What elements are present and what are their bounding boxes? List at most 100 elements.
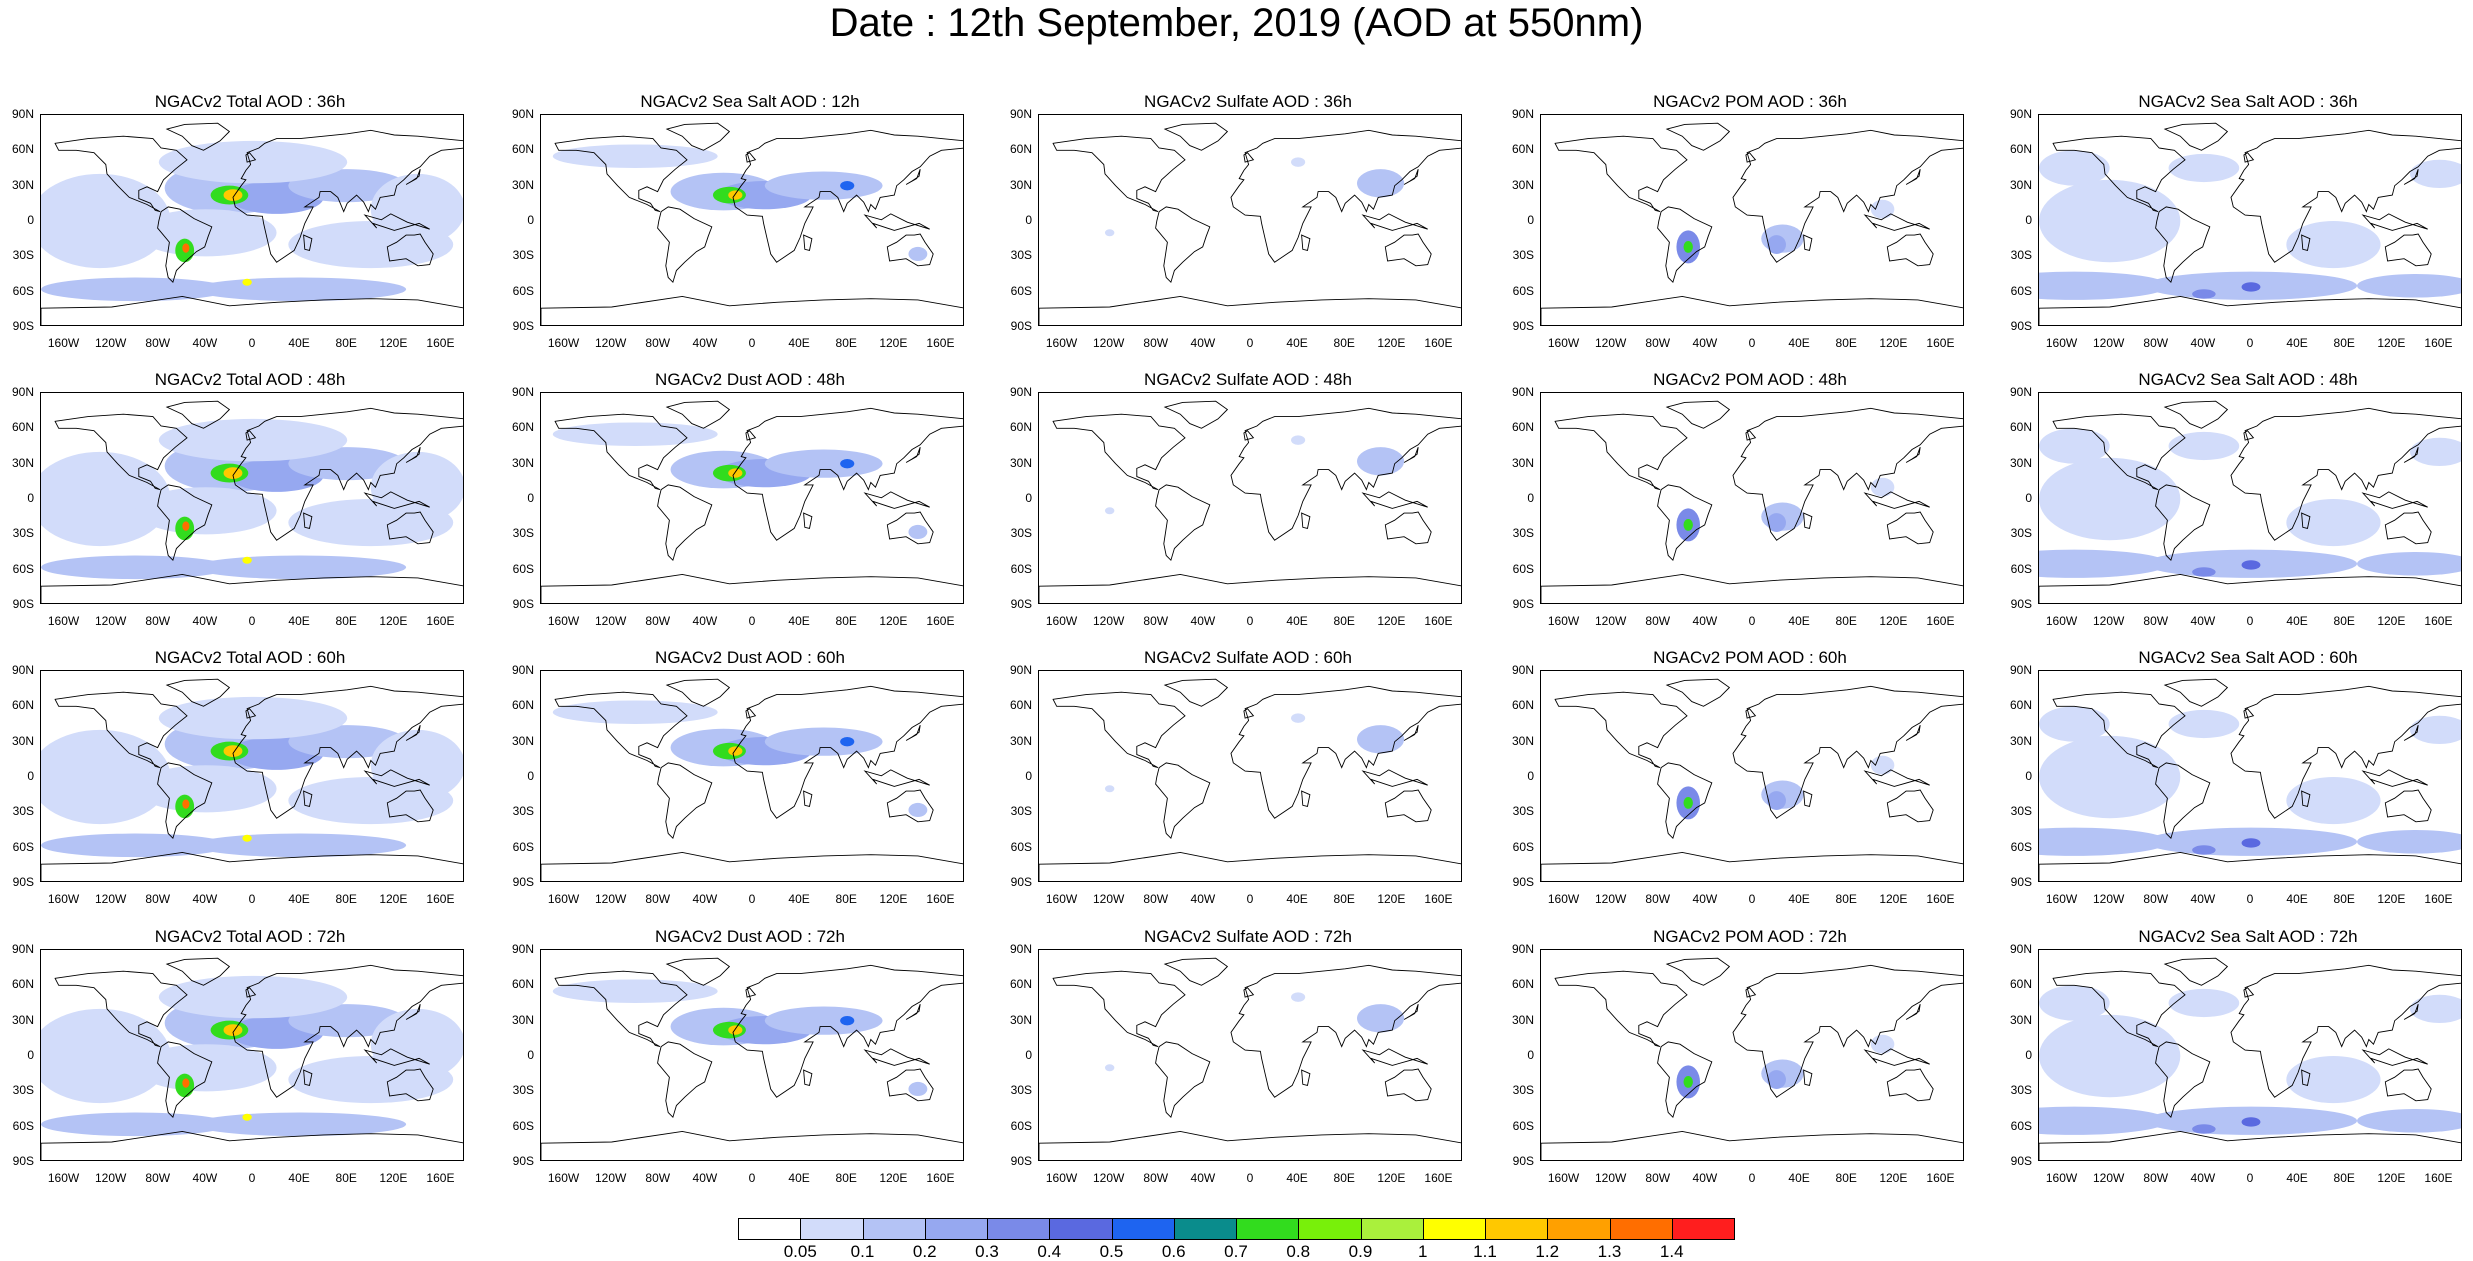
lon-tick-label: 40E [1286, 892, 1308, 906]
lat-tick-label: 90S [1010, 875, 1032, 889]
aod-plume [552, 700, 718, 724]
coastline [1541, 851, 1963, 881]
colorbar-swatch [1111, 1218, 1175, 1240]
lat-tick-label: 90S [12, 319, 34, 333]
lon-tick-label: 0 [2246, 336, 2254, 350]
lon-tick-label: 120E [1377, 336, 1406, 350]
lon-tick-label: 120W [594, 892, 627, 906]
lat-tick-label: 30N [11, 455, 34, 470]
coastline [2301, 790, 2311, 807]
map-panel: NGACv2 Dust AOD : 48h 90N 60N 30N 0 30S 60S 90S… [500, 370, 1000, 640]
lon-tick-label: 40E [788, 892, 810, 906]
coastline [745, 708, 757, 719]
lon-tick-label: 80W [645, 614, 671, 628]
colorbar-label: 1.4 [1659, 1242, 1684, 1261]
coastline [1155, 1041, 1211, 1119]
lat-tick-label: 0 [527, 213, 534, 227]
lon-tick-label: 160W [47, 614, 80, 628]
lon-tick-label: 160E [926, 336, 955, 350]
coastline [863, 491, 930, 509]
colorbar-label: 1.1 [1473, 1242, 1497, 1261]
aod-plume [158, 140, 348, 184]
lon-tick-label: 0 [748, 336, 756, 350]
coastline [2230, 964, 2461, 1098]
lat-tick-label: 90S [512, 319, 534, 333]
lat-tick-label: 30N [1009, 733, 1032, 748]
coastline [2384, 789, 2432, 823]
lat-tick-label: 30S [12, 1083, 34, 1098]
lon-tick-label: 0 [1246, 614, 1254, 628]
coastline [2403, 1004, 2419, 1020]
coastline [303, 234, 313, 251]
aod-map [541, 957, 963, 1160]
coastline [1665, 957, 1731, 986]
lat-tick-label: 60S [1010, 283, 1032, 298]
lon-tick-label: 0 [1748, 614, 1756, 628]
panel-title: NGACv2 Sea Salt AOD : 36h [2138, 92, 2358, 111]
coastline [2039, 1130, 2461, 1160]
aod-plume [2039, 150, 2110, 186]
lat-tick-label: 30N [1009, 455, 1032, 470]
map-plot-area [1540, 670, 1964, 882]
aod-plume [2039, 706, 2110, 742]
lat-tick-label: 0 [1025, 213, 1032, 227]
lat-tick-label: 30N [2009, 1012, 2032, 1027]
lon-tick-label: 40W [692, 614, 718, 628]
coastline [1163, 122, 1229, 151]
aod-plume [158, 975, 348, 1019]
lon-tick-label: 80W [2143, 336, 2169, 350]
aod-plume [908, 802, 928, 818]
lon-tick-label: 120E [1377, 1171, 1406, 1185]
aod-plume [194, 277, 407, 302]
coastline [1745, 708, 1757, 719]
lon-tick-label: 0 [748, 892, 756, 906]
colorbar-label: 0.3 [975, 1242, 999, 1261]
coastline [1361, 1048, 1428, 1066]
map-panel: NGACv2 Sulfate AOD : 48h 90N 60N 30N 0 30S 60S… [998, 370, 1498, 640]
coastline [1886, 233, 1934, 267]
coastline [386, 1068, 434, 1102]
coastline [1657, 762, 1713, 840]
coastline [54, 413, 188, 491]
aod-plume [1870, 755, 1895, 775]
map-panel: NGACv2 Sea Salt AOD : 72h 90N 60N 30N 0 30S 60… [1998, 927, 2473, 1197]
lon-tick-label: 40E [2286, 1171, 2308, 1185]
lon-tick-label: 160E [426, 1171, 455, 1185]
lon-tick-label: 40W [192, 892, 218, 906]
aod-map [1039, 678, 1461, 881]
lon-tick-label: 160W [2045, 614, 2078, 628]
aod-plume [728, 468, 743, 478]
lon-tick-label: 120W [594, 336, 627, 350]
coastline [1863, 1048, 1930, 1066]
coastline [2403, 725, 2419, 741]
coastline [1403, 447, 1419, 463]
lon-tick-label: 80E [1835, 336, 1857, 350]
lon-tick-label: 40E [1788, 336, 1810, 350]
coastline [1905, 725, 1921, 741]
lon-tick-label: 0 [2246, 614, 2254, 628]
aod-plume [2039, 1106, 2169, 1135]
coastline [1384, 789, 1432, 823]
aod-plume [908, 1081, 928, 1097]
lon-tick-label: 120W [1594, 336, 1627, 350]
lat-tick-label: 90N [1511, 385, 1534, 399]
aod-plume [1683, 1076, 1693, 1088]
coastline [1541, 573, 1963, 603]
coastline [2052, 135, 2186, 213]
coastline [1039, 573, 1461, 603]
lon-tick-label: 160W [1547, 1171, 1580, 1185]
lat-tick-label: 60S [2010, 839, 2032, 854]
lon-tick-label: 160W [1547, 614, 1580, 628]
aod-plume [2192, 567, 2216, 577]
aod-plume [41, 451, 171, 547]
lat-tick-label: 30S [2010, 1083, 2032, 1098]
lon-tick-label: 40E [1286, 336, 1308, 350]
lon-tick-label: 80E [1333, 336, 1355, 350]
aod-plume [182, 243, 190, 253]
lon-tick-label: 40W [1190, 336, 1216, 350]
lat-tick-label: 90S [1512, 875, 1534, 889]
lat-tick-label: 0 [27, 213, 34, 227]
lon-tick-label: 80W [1645, 336, 1671, 350]
aod-plume [2410, 437, 2461, 467]
map-plot-area [40, 670, 464, 882]
